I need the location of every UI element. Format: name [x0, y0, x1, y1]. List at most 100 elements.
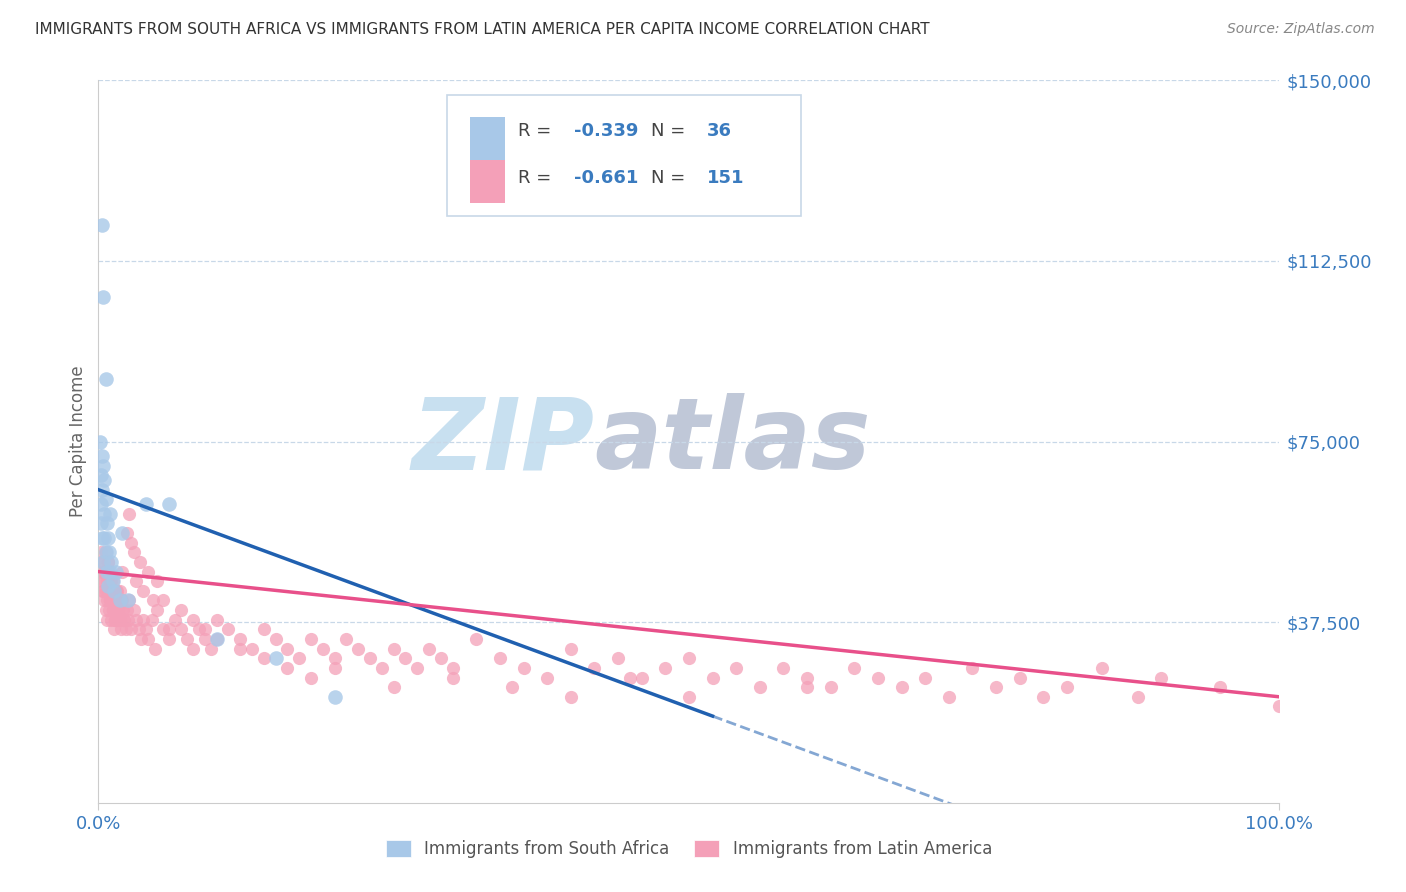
- Text: R =: R =: [517, 122, 557, 140]
- Point: [132, 583, 155, 598]
- Text: ZIP: ZIP: [412, 393, 595, 490]
- Point: [583, 661, 606, 675]
- Point: [135, 497, 157, 511]
- Point: [630, 671, 652, 685]
- Point: [187, 623, 209, 637]
- Point: [1150, 671, 1173, 685]
- Point: [98, 545, 121, 559]
- Point: [100, 555, 122, 569]
- Point: [1268, 699, 1291, 714]
- Point: [101, 603, 124, 617]
- Point: [844, 661, 866, 675]
- Point: [323, 661, 346, 675]
- Point: [96, 565, 118, 579]
- Point: [796, 680, 818, 694]
- Point: [323, 651, 346, 665]
- Point: [100, 583, 122, 598]
- Point: [229, 641, 252, 656]
- Point: [157, 632, 180, 646]
- Point: [105, 593, 128, 607]
- Point: [97, 579, 120, 593]
- Point: [91, 565, 114, 579]
- Point: [382, 641, 405, 656]
- Point: [152, 593, 174, 607]
- Point: [98, 603, 121, 617]
- Point: [125, 574, 148, 589]
- Point: [489, 651, 512, 665]
- Point: [772, 661, 794, 675]
- Point: [796, 671, 818, 685]
- Point: [725, 661, 748, 675]
- Point: [94, 545, 117, 559]
- Point: [512, 661, 534, 675]
- Point: [217, 623, 239, 637]
- Point: [406, 661, 429, 675]
- Y-axis label: Per Capita Income: Per Capita Income: [69, 366, 87, 517]
- Point: [103, 583, 125, 598]
- Point: [264, 651, 287, 665]
- Point: [288, 651, 311, 665]
- Point: [117, 593, 139, 607]
- Point: [121, 623, 143, 637]
- Point: [98, 583, 121, 598]
- Point: [91, 449, 114, 463]
- Point: [91, 574, 114, 589]
- Point: [165, 613, 187, 627]
- Point: [890, 680, 912, 694]
- Point: [122, 603, 145, 617]
- Text: 36: 36: [707, 122, 731, 140]
- Point: [105, 583, 128, 598]
- Point: [98, 593, 121, 607]
- Point: [93, 473, 115, 487]
- Point: [170, 623, 193, 637]
- Point: [1126, 690, 1149, 704]
- Point: [90, 516, 112, 531]
- Point: [91, 583, 114, 598]
- FancyBboxPatch shape: [447, 95, 801, 216]
- Point: [105, 583, 128, 598]
- Point: [108, 583, 131, 598]
- Point: [181, 641, 204, 656]
- Point: [117, 613, 139, 627]
- Point: [94, 492, 117, 507]
- Point: [142, 593, 165, 607]
- Point: [200, 641, 222, 656]
- Point: [97, 583, 120, 598]
- Point: [678, 651, 700, 665]
- Point: [115, 526, 138, 541]
- Point: [107, 603, 129, 617]
- Point: [98, 565, 121, 579]
- Point: [132, 613, 155, 627]
- FancyBboxPatch shape: [471, 161, 505, 203]
- Point: [101, 603, 124, 617]
- Point: [110, 623, 132, 637]
- Point: [110, 593, 132, 607]
- Text: N =: N =: [651, 169, 692, 186]
- Point: [141, 613, 163, 627]
- Point: [97, 555, 120, 569]
- Point: [122, 545, 145, 559]
- Text: atlas: atlas: [595, 393, 870, 490]
- Point: [98, 574, 121, 589]
- Point: [104, 613, 127, 627]
- Point: [560, 690, 582, 704]
- Point: [93, 574, 115, 589]
- Point: [205, 632, 228, 646]
- Point: [105, 565, 128, 579]
- Point: [96, 516, 118, 531]
- Point: [678, 690, 700, 704]
- Point: [229, 632, 252, 646]
- Text: 151: 151: [707, 169, 744, 186]
- Point: [91, 531, 114, 545]
- Point: [194, 623, 217, 637]
- Point: [1032, 690, 1054, 704]
- Point: [91, 483, 114, 497]
- Point: [1091, 661, 1114, 675]
- Point: [866, 671, 889, 685]
- Point: [157, 623, 180, 637]
- Point: [335, 632, 357, 646]
- Point: [96, 593, 118, 607]
- Point: [93, 507, 115, 521]
- Point: [347, 641, 370, 656]
- Point: [1008, 671, 1031, 685]
